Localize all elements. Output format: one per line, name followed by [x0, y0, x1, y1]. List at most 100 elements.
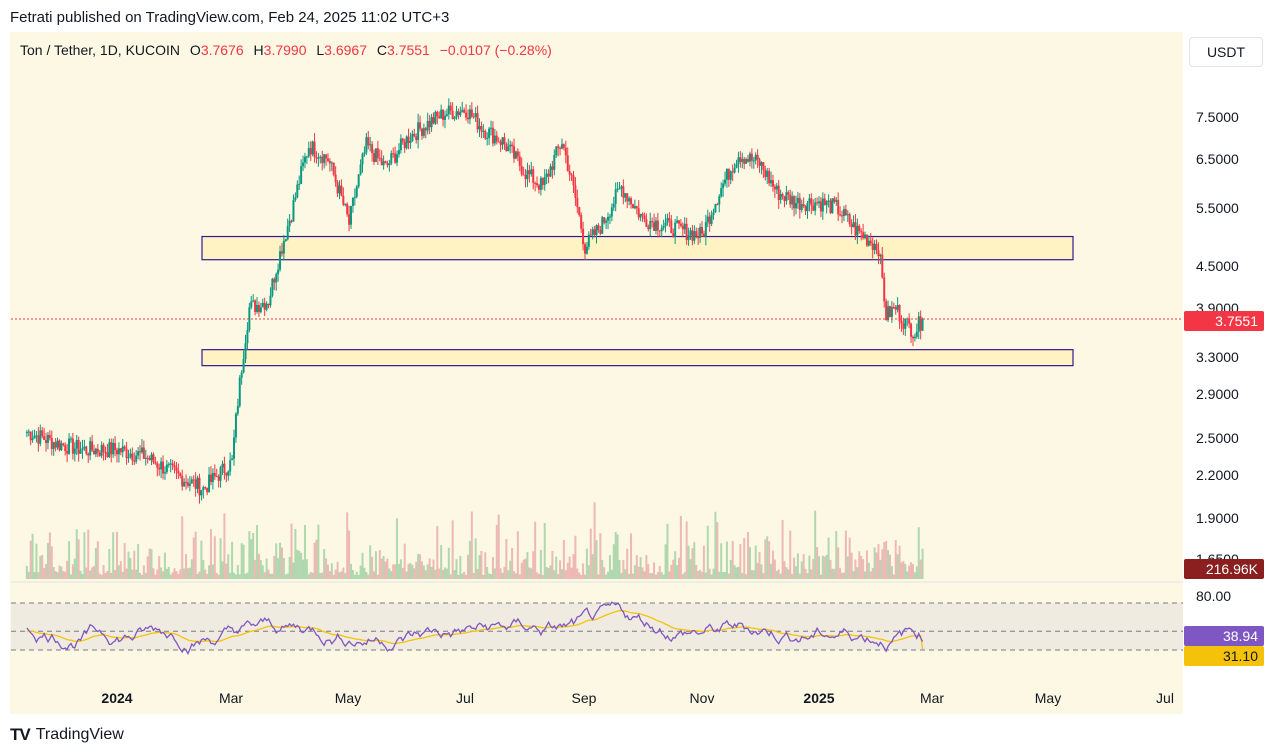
candle-body [584, 244, 586, 254]
candle-body [296, 184, 299, 198]
candle-body [904, 318, 907, 329]
volume-bar [449, 574, 452, 579]
volume-bar [158, 556, 161, 579]
candle-body [883, 277, 886, 302]
volume-bar [555, 556, 558, 579]
volume-bar [455, 559, 458, 579]
volume-bar [256, 525, 259, 579]
candle-body [363, 152, 366, 155]
close-value: 3.7551 [387, 42, 430, 58]
price-tick-label: 6.5000 [1196, 150, 1239, 167]
candle-body [733, 167, 736, 173]
candle-body [499, 141, 502, 145]
volume-bar [656, 572, 659, 579]
candle-body [311, 141, 314, 155]
candle-body [910, 323, 913, 337]
volume-bar [743, 538, 746, 579]
volume-bar [348, 530, 351, 579]
candle-body [760, 162, 763, 166]
volume-bar [670, 564, 673, 579]
volume-bar [754, 545, 757, 579]
currency-button[interactable]: USDT [1189, 37, 1263, 67]
volume-bar [231, 541, 234, 579]
candle-body [139, 451, 142, 453]
volume-bar [831, 568, 834, 579]
candle-body [373, 153, 376, 162]
candle-body [382, 161, 385, 166]
volume-bar [144, 572, 147, 579]
time-tick-label: Mar [919, 690, 945, 706]
volume-bar [252, 532, 255, 579]
candle-body [438, 116, 441, 119]
candle-body [896, 304, 899, 310]
volume-bar [835, 531, 838, 579]
price-tick-label: 2.2000 [1196, 467, 1239, 484]
candle-body [503, 137, 506, 144]
candle-body [62, 443, 65, 446]
candle-body [217, 476, 220, 481]
volume-bar [104, 572, 107, 579]
volume-bar [317, 524, 320, 579]
volume-bar [906, 571, 909, 579]
candle-body [348, 214, 351, 225]
candle-body [607, 216, 610, 221]
volume-bar [223, 513, 226, 579]
candle-body [91, 441, 94, 451]
candle-body [530, 169, 533, 175]
candle-body [743, 158, 746, 164]
candle-body [873, 243, 876, 251]
candle-body [639, 213, 642, 218]
volume-bar [112, 532, 115, 579]
volume-bar [752, 570, 755, 579]
candle-body [731, 171, 734, 173]
volume-bar [46, 543, 49, 579]
candle-body [844, 209, 847, 216]
volume-bar [424, 570, 427, 579]
volume-bar [518, 574, 521, 579]
volume-bar [267, 569, 270, 579]
candle-body [818, 201, 820, 204]
volume-bar [756, 562, 759, 579]
candle-body [484, 130, 487, 139]
volume-bar [376, 574, 379, 579]
candle-body [846, 214, 849, 216]
candle-body [476, 113, 479, 130]
volume-bar [27, 571, 30, 579]
candle-body [858, 225, 861, 232]
chart-panel[interactable]: Ton / Tether, 1D, KUCOIN O3.7676 H3.7990… [10, 32, 1268, 714]
volume-bar [350, 563, 352, 579]
volume-bar [277, 558, 280, 579]
tradingview-footer[interactable]: TV TradingView [10, 725, 124, 745]
volume-bar [236, 565, 239, 579]
candle-body [821, 198, 824, 212]
candle-body [85, 446, 88, 454]
candle-body [39, 430, 42, 444]
candle-body [869, 240, 872, 244]
volume-bar [326, 564, 329, 579]
volume-bar [315, 539, 318, 579]
candle-body [827, 200, 830, 202]
volume-bar [265, 558, 268, 579]
time-tick-label: 2024 [101, 690, 133, 706]
volume-bar [720, 543, 723, 579]
volume-bar [509, 560, 512, 579]
time-tick-label: May [1034, 690, 1062, 706]
volume-bar [96, 541, 99, 579]
rsi-value-tag: 38.94 [1184, 626, 1264, 646]
volume-bar [910, 562, 913, 579]
candle-body [463, 109, 466, 113]
candle-body [706, 216, 709, 222]
volume-bar [156, 569, 159, 579]
candle-body [722, 183, 725, 189]
rsi-ma-line [26, 609, 924, 650]
candle-body [658, 230, 661, 232]
volume-bar [710, 574, 713, 579]
volume-bar [528, 567, 531, 579]
price-axis[interactable] [1183, 32, 1268, 714]
low-value: 3.6967 [324, 42, 367, 58]
volume-bar [856, 567, 859, 579]
volume-bar [323, 549, 326, 579]
candle-body [816, 202, 819, 204]
volume-bar [73, 558, 76, 579]
volume-bar [762, 573, 765, 579]
